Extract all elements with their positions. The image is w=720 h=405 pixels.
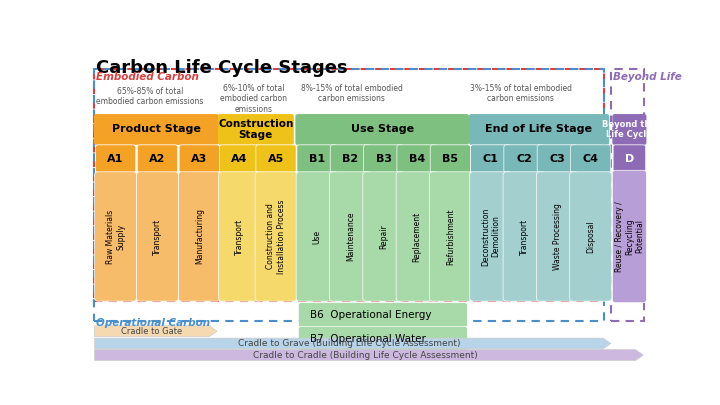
FancyBboxPatch shape [94, 114, 219, 145]
FancyBboxPatch shape [612, 114, 647, 145]
Text: 8%-15% of total embodied
carbon emissions: 8%-15% of total embodied carbon emission… [301, 84, 402, 103]
Text: Transport: Transport [153, 218, 162, 255]
FancyBboxPatch shape [256, 145, 296, 173]
Text: Replacement: Replacement [413, 211, 421, 262]
Text: B3: B3 [376, 154, 392, 164]
Text: Transport: Transport [235, 218, 244, 255]
FancyBboxPatch shape [295, 114, 469, 145]
Text: B4: B4 [409, 154, 426, 164]
Text: 3%-15% of total embodied
carbon emissions: 3%-15% of total embodied carbon emission… [469, 84, 572, 103]
FancyBboxPatch shape [299, 326, 467, 351]
Text: Cradle to Grave (Building Life Cycle Assessment): Cradle to Grave (Building Life Cycle Ass… [238, 339, 460, 348]
FancyBboxPatch shape [537, 145, 577, 173]
Text: D: D [625, 154, 634, 164]
Text: Beyond Life: Beyond Life [613, 72, 682, 82]
FancyBboxPatch shape [297, 145, 337, 173]
Text: A5: A5 [268, 154, 284, 164]
Text: Refurbishment: Refurbishment [446, 208, 455, 265]
FancyBboxPatch shape [504, 145, 544, 173]
FancyBboxPatch shape [363, 172, 405, 301]
FancyBboxPatch shape [255, 172, 297, 301]
Text: Construction and
Installation Process: Construction and Installation Process [266, 199, 286, 274]
Polygon shape [94, 326, 217, 337]
Text: C3: C3 [549, 154, 565, 164]
FancyBboxPatch shape [94, 172, 137, 301]
Text: C1: C1 [482, 154, 499, 164]
Text: B5: B5 [442, 154, 459, 164]
Text: Manufacturing: Manufacturing [195, 209, 204, 264]
FancyBboxPatch shape [220, 145, 260, 173]
Text: C2: C2 [516, 154, 532, 164]
Bar [94, 68, 604, 301]
Text: Deconstruction
Demolition: Deconstruction Demolition [481, 207, 500, 266]
Text: Use Stage: Use Stage [351, 124, 414, 134]
Text: Cradle to Gate: Cradle to Gate [122, 327, 183, 336]
FancyBboxPatch shape [330, 145, 371, 173]
FancyBboxPatch shape [429, 172, 472, 301]
Text: Transport: Transport [520, 218, 528, 255]
Text: Operational Carbon: Operational Carbon [96, 318, 210, 328]
Text: A4: A4 [231, 154, 248, 164]
FancyBboxPatch shape [613, 145, 646, 173]
Text: Use: Use [312, 229, 322, 243]
FancyBboxPatch shape [218, 114, 294, 145]
Text: Repair: Repair [379, 224, 388, 249]
FancyBboxPatch shape [536, 172, 578, 301]
Text: Product Stage: Product Stage [112, 124, 201, 134]
FancyBboxPatch shape [137, 172, 179, 301]
Text: 6%-10% of total
embodied carbon
emissions: 6%-10% of total embodied carbon emission… [220, 84, 287, 114]
Text: Carbon Life Cycle Stages: Carbon Life Cycle Stages [96, 60, 348, 77]
FancyBboxPatch shape [299, 303, 467, 327]
Text: Disposal: Disposal [586, 220, 595, 253]
FancyBboxPatch shape [570, 172, 611, 301]
Text: Construction
Stage: Construction Stage [218, 119, 294, 140]
Text: End of Life Stage: End of Life Stage [485, 124, 593, 134]
Polygon shape [94, 350, 644, 360]
Text: Maintenance: Maintenance [346, 212, 355, 261]
FancyBboxPatch shape [469, 114, 609, 145]
Text: Reuse / Recovery /
Recycling
Potential: Reuse / Recovery / Recycling Potential [614, 201, 644, 272]
Text: B6  Operational Energy: B6 Operational Energy [310, 310, 431, 320]
FancyBboxPatch shape [296, 172, 338, 301]
FancyBboxPatch shape [469, 172, 512, 301]
FancyBboxPatch shape [96, 145, 136, 173]
Text: C4: C4 [582, 154, 598, 164]
FancyBboxPatch shape [397, 145, 437, 173]
FancyBboxPatch shape [570, 145, 611, 173]
Bar [94, 68, 604, 321]
FancyBboxPatch shape [330, 172, 372, 301]
Text: 65%-85% of total
embodied carbon emissions: 65%-85% of total embodied carbon emissio… [96, 87, 204, 107]
Text: Cradle to Cradle (Building Life Cycle Assessment): Cradle to Cradle (Building Life Cycle As… [253, 351, 477, 360]
FancyBboxPatch shape [396, 172, 438, 301]
Text: Waste Processing: Waste Processing [553, 203, 562, 270]
FancyBboxPatch shape [179, 172, 220, 301]
Bar [611, 68, 644, 321]
Text: Beyond the
Life Cycle: Beyond the Life Cycle [603, 120, 657, 139]
FancyBboxPatch shape [138, 145, 178, 173]
FancyBboxPatch shape [219, 172, 261, 301]
FancyBboxPatch shape [503, 172, 545, 301]
Text: Raw Materials
Supply: Raw Materials Supply [106, 209, 125, 264]
Text: A1: A1 [107, 154, 124, 164]
FancyBboxPatch shape [364, 145, 404, 173]
Text: B7  Operational Water: B7 Operational Water [310, 334, 426, 344]
Text: A2: A2 [149, 154, 166, 164]
FancyBboxPatch shape [179, 145, 220, 173]
Text: Embodied Carbon: Embodied Carbon [96, 72, 199, 82]
FancyBboxPatch shape [612, 170, 647, 303]
Text: B2: B2 [342, 154, 359, 164]
Text: B1: B1 [309, 154, 325, 164]
Text: A3: A3 [191, 154, 207, 164]
Polygon shape [94, 338, 611, 349]
FancyBboxPatch shape [431, 145, 471, 173]
FancyBboxPatch shape [471, 145, 510, 173]
